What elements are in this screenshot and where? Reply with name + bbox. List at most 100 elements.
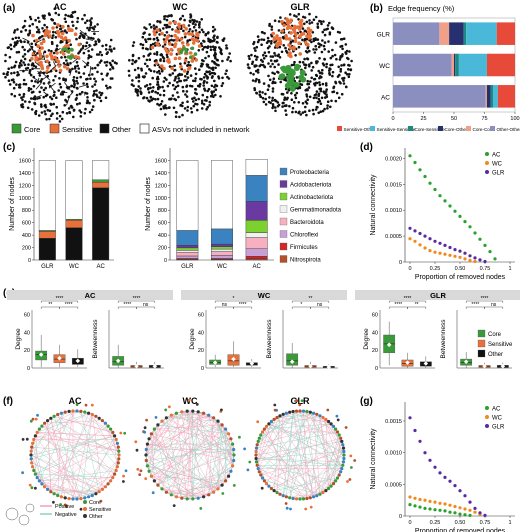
network-a-node [145, 27, 148, 31]
network-a-node-sensitive [61, 37, 66, 42]
network-a-node [86, 100, 89, 103]
network-f-node [275, 415, 279, 420]
chart-g-point [418, 497, 422, 502]
network-a-node [264, 103, 268, 106]
network-a-node [23, 48, 26, 52]
network-a-node [313, 82, 316, 85]
network-f-node [308, 496, 312, 500]
network-a-node [269, 65, 272, 68]
network-a-node [163, 17, 166, 21]
network-a-node [96, 70, 99, 74]
network-f-node [30, 441, 35, 445]
network-a-node [305, 93, 308, 96]
network-f-node [87, 411, 91, 415]
network-a-node [106, 86, 109, 90]
network-f-edge [44, 423, 78, 500]
network-f-node [331, 482, 336, 486]
chart-c2-bar-segment [211, 246, 233, 250]
network-f-edge [147, 413, 177, 466]
network-a-node-sensitive [278, 41, 283, 46]
network-a-node [45, 26, 49, 29]
network-a-node-sensitive [153, 32, 157, 37]
network-a-node-sensitive [294, 36, 298, 40]
network-a-node [264, 54, 268, 58]
chart-b-legend-label: Other-Other [497, 127, 520, 132]
chart-e-sig-bracket [388, 300, 427, 303]
network-f-edge [310, 412, 342, 469]
network-a-node [155, 53, 159, 56]
network-a-node [342, 63, 346, 66]
network-a-node-sensitive [306, 26, 311, 31]
network-a-node [266, 88, 270, 91]
network-f-peripheral-node [25, 437, 29, 441]
network-f-node [202, 411, 206, 415]
network-f-edge [319, 415, 329, 489]
chart-g-point [448, 503, 452, 507]
network-f-edge [306, 411, 317, 496]
network-a-node [93, 32, 96, 35]
network-a-node-sensitive [192, 38, 197, 42]
network-a-node [59, 27, 62, 31]
network-f-edge [257, 412, 290, 445]
network-f-node [29, 457, 33, 461]
network-a-node [160, 69, 164, 73]
network-a-node [163, 23, 167, 27]
network-f-node [257, 436, 261, 440]
network-a-node [255, 45, 259, 49]
network-a-node [108, 61, 112, 65]
network-a-node [162, 27, 165, 30]
chart-g-xtick-label: 0.25 [430, 520, 441, 526]
network-a-node [319, 20, 323, 23]
network-a-node [325, 95, 329, 98]
network-f-edge [35, 425, 109, 475]
network-f-node [318, 414, 322, 418]
network-a-node [147, 88, 150, 91]
network-a-node [253, 54, 257, 58]
network-a-node [216, 41, 219, 44]
chart-c2-bar-segment [211, 243, 233, 247]
network-f-edge [171, 415, 214, 493]
network-f-peripheral-node [90, 403, 94, 407]
network-a-node [254, 69, 258, 73]
network-f-edge [292, 451, 345, 499]
network-f-edge [256, 458, 343, 466]
network-a-node [143, 31, 146, 34]
network-a-node [299, 82, 302, 86]
network-a-node [319, 43, 323, 47]
network-a-node-sensitive [155, 41, 159, 46]
network-a-node [270, 34, 274, 38]
chart-b-xtick-label: 0 [391, 116, 394, 122]
network-a-node-sensitive [39, 60, 43, 65]
network-a-node [197, 23, 201, 27]
network-f-node [145, 464, 149, 468]
network-a-node [271, 71, 274, 75]
network-a-node [28, 69, 32, 73]
network-f-node [231, 464, 235, 468]
legend-f-positive-label: Positive [55, 504, 74, 510]
network-a-node [88, 110, 92, 114]
network-f-edge [148, 417, 214, 472]
network-f-node [46, 487, 50, 491]
network-f-node [329, 484, 333, 488]
chart-d-point [463, 220, 467, 224]
network-f-peripheral-node [122, 474, 125, 478]
chart-g-point [448, 510, 452, 514]
network-f-node [46, 419, 50, 423]
network-f-node [341, 446, 346, 450]
network-a-node [21, 55, 25, 58]
network-a-node [139, 87, 142, 90]
network-a-node [21, 26, 25, 29]
chart-e-mean-marker [212, 360, 218, 365]
network-a-node [316, 106, 319, 109]
chart-e-legend-label: Other [488, 352, 503, 358]
network-a-node [7, 46, 11, 49]
network-a-node [185, 95, 189, 98]
network-a-node [137, 79, 141, 83]
network-a-node [76, 82, 79, 85]
network-a-node [78, 109, 81, 112]
network-a-node [346, 56, 349, 60]
network-f-edge [260, 451, 344, 476]
network-a-node [286, 91, 289, 94]
network-a-node [214, 93, 217, 97]
network-a-node [162, 38, 166, 41]
